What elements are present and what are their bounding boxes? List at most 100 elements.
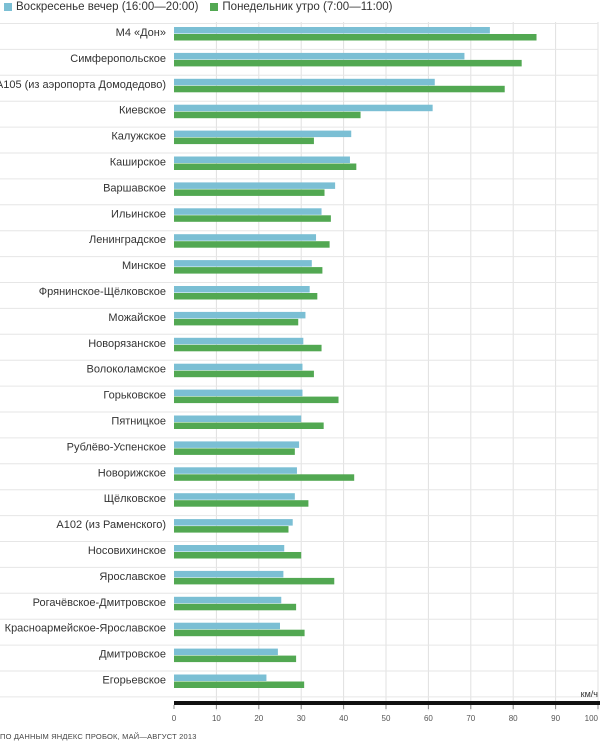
category-label: Щёлковское: [104, 493, 166, 505]
bar: [174, 130, 352, 138]
bar: [174, 681, 305, 688]
category-label: Симферопольское: [70, 53, 166, 65]
axis-unit-label: км/ч: [580, 689, 598, 699]
bar: [174, 215, 331, 222]
category-label: Рублёво-Успенское: [67, 441, 166, 453]
source-note: ПО ДАННЫМ ЯНДЕКС ПРОБОК, МАЙ—АВГУСТ 2013: [0, 732, 197, 741]
legend-label-sunday: Воскресенье вечер (16:00—20:00): [16, 1, 199, 13]
x-axis-line: [174, 701, 600, 705]
bar: [174, 52, 465, 60]
bar: [174, 234, 317, 241]
bar: [174, 622, 280, 630]
bar: [174, 370, 314, 378]
bar: [174, 552, 302, 559]
category-label: Калужское: [111, 131, 166, 143]
bar: [174, 241, 330, 248]
category-label: Егорьевское: [102, 675, 166, 687]
x-tick-label: 40: [339, 714, 348, 723]
bar: [174, 422, 324, 429]
bar: [174, 267, 323, 274]
x-tick-label: 50: [382, 714, 391, 723]
bar: [174, 493, 295, 500]
category-label: Можайское: [108, 312, 166, 324]
legend-swatch-sunday: [4, 3, 12, 11]
bar: [174, 363, 303, 371]
x-tick-label: 100: [585, 714, 599, 723]
bar: [174, 189, 325, 196]
bar: [174, 104, 433, 112]
bar: [174, 545, 285, 552]
x-tick-label: 60: [424, 714, 433, 723]
bar: [174, 78, 435, 86]
bar: [174, 674, 267, 681]
bar: [174, 519, 293, 526]
bar: [174, 34, 537, 41]
bar: [174, 286, 310, 293]
bar: [174, 156, 350, 163]
category-label: Красноармейское-Ярославское: [5, 623, 166, 635]
bar: [174, 629, 305, 637]
legend: Воскресенье вечер (16:00—20:00) Понедель…: [4, 1, 404, 13]
x-tick-label: 90: [551, 714, 560, 723]
bar: [174, 526, 289, 533]
bar: [174, 293, 318, 300]
bar: [174, 163, 357, 170]
category-label: Варшавское: [103, 182, 166, 194]
x-tick-label: 80: [509, 714, 518, 723]
category-label: Ленинградское: [89, 234, 166, 246]
category-label: Фрянинское-Щёлковское: [39, 286, 166, 298]
x-tick-label: 30: [297, 714, 306, 723]
category-label: Киевское: [119, 105, 166, 117]
x-tick-label: 70: [466, 714, 475, 723]
bar: [174, 577, 335, 585]
category-label: А102 (из Раменского): [56, 519, 166, 531]
bar: [174, 500, 309, 507]
bar: [174, 111, 361, 119]
category-label: Волоколамское: [87, 364, 166, 376]
bar: [174, 415, 302, 422]
bar: [174, 344, 322, 352]
category-label: Каширское: [110, 157, 166, 169]
bar: [174, 337, 304, 345]
bar: [174, 182, 336, 189]
bar: [174, 260, 312, 267]
bar: [174, 448, 295, 455]
category-label: Дмитровское: [99, 649, 166, 661]
x-tick-label: 10: [212, 714, 221, 723]
bar: [174, 389, 303, 397]
bar: [174, 474, 355, 481]
x-tick-label: 20: [254, 714, 263, 723]
category-label: Рогачёвское-Дмитровское: [33, 597, 166, 609]
bar: [174, 603, 297, 611]
category-label: Ярославское: [99, 571, 166, 583]
bar: [174, 137, 314, 145]
legend-item-sunday: Воскресенье вечер (16:00—20:00): [4, 1, 198, 13]
bar: [174, 208, 322, 215]
category-label: А105 (из аэропорта Домодедово): [0, 79, 166, 91]
legend-item-monday: Понедельник утро (7:00—11:00): [210, 1, 392, 13]
category-label: Новорязанское: [88, 338, 166, 350]
bar: [174, 596, 282, 604]
bar: [174, 441, 300, 448]
bar: [174, 59, 522, 67]
category-label: Пятницкое: [111, 416, 166, 428]
bar: [174, 27, 490, 34]
category-label: М4 «Дон»: [116, 27, 166, 39]
category-label: Ильинское: [111, 208, 166, 220]
category-label: Новорижское: [98, 467, 166, 479]
category-label: Горьковское: [103, 390, 166, 402]
bar: [174, 318, 299, 326]
legend-label-monday: Понедельник утро (7:00—11:00): [222, 1, 393, 13]
bar: [174, 311, 306, 319]
x-tick-label: 0: [172, 714, 177, 723]
bar: [174, 570, 284, 578]
bar: [174, 396, 339, 404]
bar: [174, 648, 278, 656]
bar: [174, 467, 297, 474]
bar: [174, 655, 297, 663]
bar: [174, 85, 505, 93]
legend-swatch-monday: [210, 3, 219, 11]
category-label: Минское: [122, 260, 166, 272]
category-label: Носовихинское: [88, 545, 166, 557]
